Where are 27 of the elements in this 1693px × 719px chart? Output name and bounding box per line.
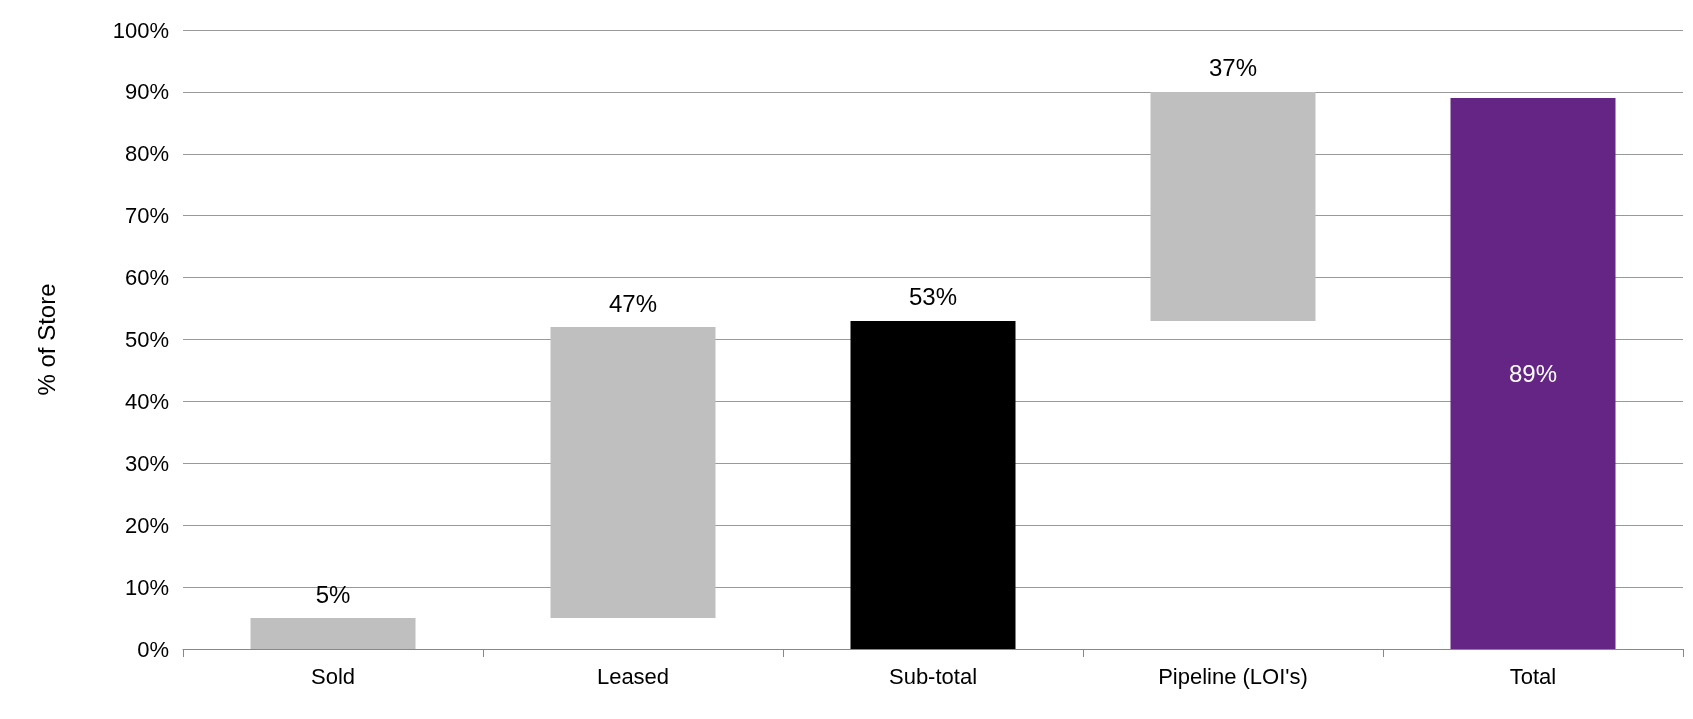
data-label: 47% bbox=[608, 289, 658, 317]
y-axis-title: % of Store bbox=[32, 283, 60, 396]
y-tick-label: 70% bbox=[124, 203, 169, 229]
y-tick-label: 100% bbox=[112, 17, 169, 43]
x-tick-label: Sub-total bbox=[888, 663, 978, 689]
x-tick-label: Pipeline (LOI's) bbox=[1158, 663, 1308, 689]
bar bbox=[550, 327, 716, 619]
y-tick-label: 30% bbox=[124, 450, 169, 476]
x-tick-label: Total bbox=[1509, 663, 1557, 689]
y-tick-label: 60% bbox=[124, 265, 169, 291]
y-tick-label: 0% bbox=[137, 636, 169, 662]
bar bbox=[850, 320, 1016, 649]
y-tick-label: 90% bbox=[124, 79, 169, 105]
data-label: 37% bbox=[1208, 54, 1258, 82]
bar bbox=[1150, 91, 1316, 321]
data-label: 53% bbox=[908, 283, 958, 311]
bar bbox=[250, 618, 416, 649]
y-tick-label: 80% bbox=[124, 141, 169, 167]
y-tick-label: 50% bbox=[124, 327, 169, 352]
x-tick-label: Sold bbox=[310, 663, 356, 689]
y-tick-label: 10% bbox=[124, 574, 169, 600]
y-tick-label: 20% bbox=[124, 512, 169, 538]
data-label: 89% bbox=[1508, 360, 1558, 388]
x-tick-label: Leased bbox=[596, 663, 670, 689]
bar bbox=[1450, 98, 1616, 649]
data-label: 5% bbox=[315, 580, 351, 608]
y-tick-label: 40% bbox=[124, 388, 169, 414]
